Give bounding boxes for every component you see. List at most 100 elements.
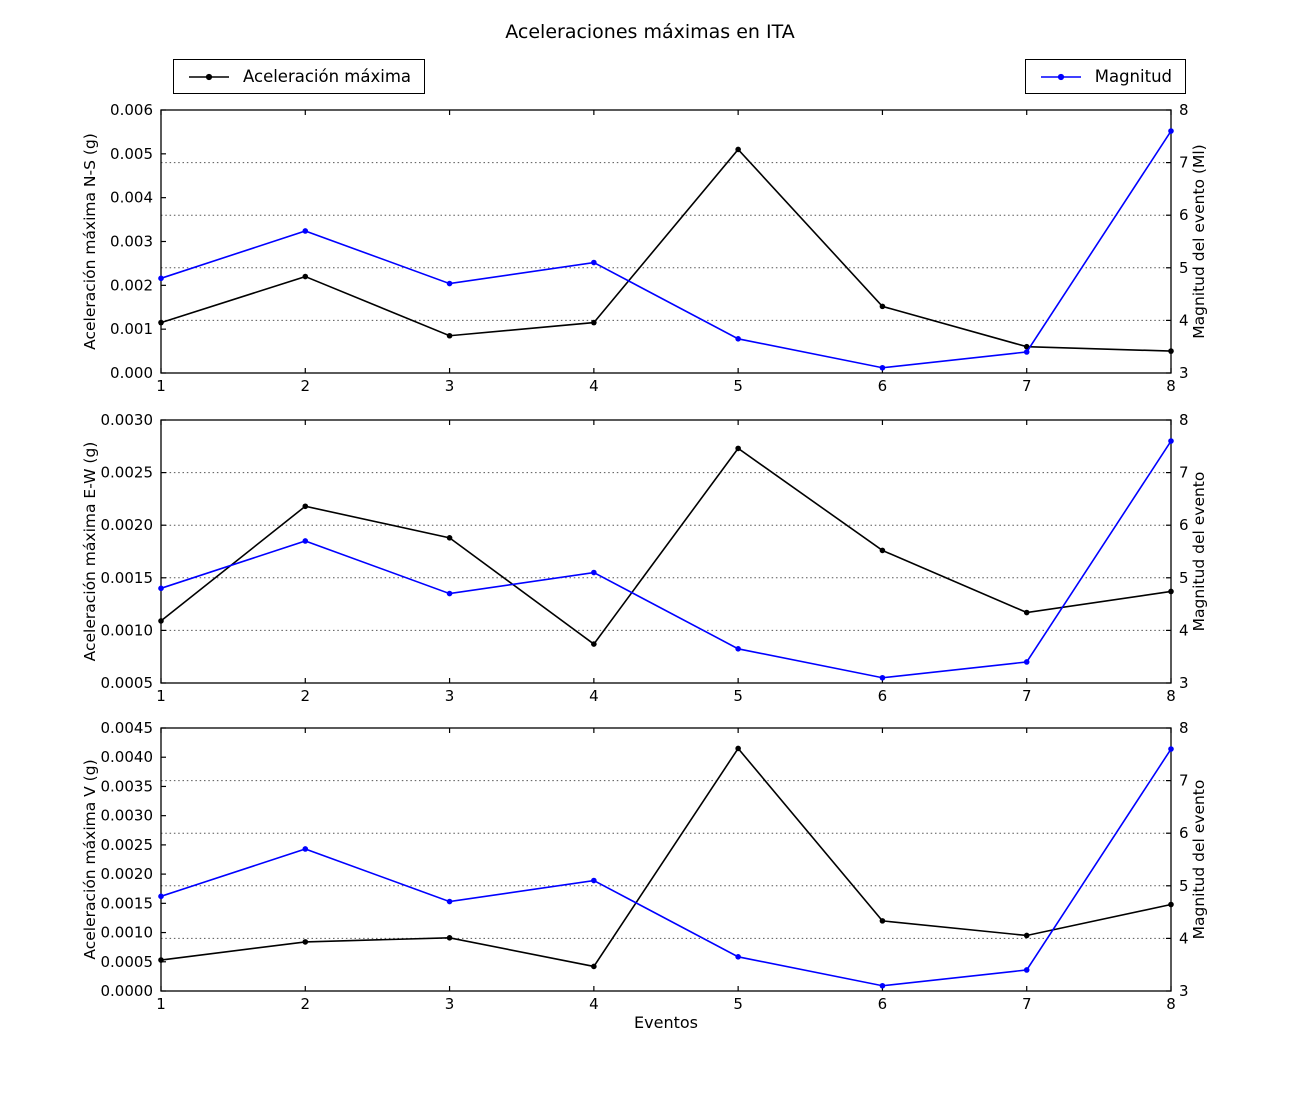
legend-magnitud: Magnitud: [1024, 59, 1186, 94]
y-axis-label-left: Aceleración máxima N-S (g): [81, 133, 99, 350]
y-tick-label-right: 7: [1179, 772, 1189, 790]
legend-dot-icon: [205, 73, 213, 80]
acceleration-data-point: [591, 319, 597, 326]
axes-frame: [160, 419, 1172, 684]
y-tick-label-left: 0.0025: [101, 464, 154, 482]
x-tick-label: 8: [1166, 377, 1176, 395]
acceleration-data-point: [1168, 588, 1174, 595]
x-tick-label: 6: [878, 377, 888, 395]
y-tick-label-left: 0.0010: [101, 924, 154, 942]
x-tick-label: 5: [733, 687, 743, 705]
y-tick-label-right: 6: [1179, 206, 1189, 224]
magnitude-data-point: [1168, 128, 1174, 134]
y-axis-label-left: Aceleración máxima E-W (g): [81, 442, 99, 662]
y-tick-label-left: 0.003: [110, 233, 153, 251]
x-tick-label: 2: [301, 995, 311, 1013]
y-tick-label-left: 0.0000: [101, 982, 154, 1000]
x-tick-label: 7: [1022, 687, 1032, 705]
y-tick-label-right: 6: [1179, 824, 1189, 842]
x-tick-label: 4: [589, 687, 599, 705]
acceleration-data-point: [446, 935, 453, 941]
acceleration-data-point: [879, 547, 886, 554]
magnitude-line: [160, 440, 1172, 679]
subplot-V: 1 2 3 4 5 6 7 8 0.0000 0.0005 0.0010 0.0015 0.0020 0.…: [81, 719, 1208, 1013]
y-tick-label-left: 0.0010: [101, 621, 154, 639]
acceleration-data-point: [879, 303, 886, 310]
x-tick-label: 7: [1022, 377, 1032, 395]
acceleration-data-point: [158, 319, 164, 326]
magnitude-data-point: [158, 893, 164, 900]
magnitude-data-point: [1168, 438, 1174, 444]
y-tick-label-left: 0.0020: [101, 865, 154, 883]
x-tick-label: 3: [445, 377, 455, 395]
magnitude-data-point: [446, 590, 453, 597]
acceleration-data-point: [302, 503, 309, 510]
x-tick-label: 3: [445, 687, 455, 705]
magnitude-data-point: [1023, 659, 1030, 665]
acceleration-data-point: [446, 535, 453, 541]
axes-frame: [160, 109, 1172, 374]
legend-label-magnitud: Magnitud: [1094, 67, 1172, 86]
magnitude-data-point: [302, 846, 309, 852]
magnitude-data-point: [591, 569, 597, 576]
y-tick-label-right: 3: [1179, 364, 1189, 382]
magnitude-data-point: [302, 538, 309, 544]
y-tick-label-left: 0.004: [110, 189, 153, 207]
magnitude-data-point: [302, 228, 309, 234]
acceleration-data-point: [158, 957, 164, 963]
y-axis-label-right: Magnitud del evento: [1190, 780, 1208, 940]
y-tick-label-right: 3: [1179, 674, 1189, 692]
y-tick-label-left: 0.005: [110, 145, 153, 163]
magnitude-line: [160, 748, 1172, 987]
acceleration-line: [160, 148, 1172, 352]
y-tick-label-left: 0.0025: [101, 836, 154, 854]
y-tick-label-left: 0.006: [110, 101, 153, 119]
acceleration-data-point: [735, 745, 741, 752]
x-tick-label: 1: [156, 377, 166, 395]
acceleration-data-point: [591, 641, 597, 647]
magnitude-data-point: [1168, 746, 1174, 752]
acceleration-data-point: [879, 918, 886, 924]
y-tick-label-right: 5: [1179, 877, 1189, 895]
x-tick-label: 4: [589, 995, 599, 1013]
legend-label-aceleracion: Aceleración máxima: [243, 67, 412, 86]
y-tick-label-right: 4: [1179, 929, 1189, 947]
legend-aceleracion-maxima: Aceleración máxima: [173, 59, 426, 94]
y-axis-label-right: Magnitud del evento (Ml): [1190, 144, 1208, 338]
y-tick-label-left: 0.0040: [101, 748, 154, 766]
y-tick-label-left: 0.0005: [101, 953, 154, 971]
x-tick-label: 2: [301, 687, 311, 705]
magnitude-data-point: [879, 364, 886, 371]
y-axis-label-right: Magnitud del evento: [1190, 472, 1208, 632]
subplot-N-S: 1 2 3 4 5 6 7 8 0.000 0.001 0.002 0.003 0.004 0.005 0.…: [81, 101, 1208, 395]
y-tick-label-right: 8: [1179, 101, 1189, 119]
acceleration-line: [160, 747, 1172, 968]
acceleration-data-point: [735, 445, 741, 452]
y-tick-label-left: 0.0030: [101, 411, 154, 429]
y-tick-label-left: 0.0015: [101, 894, 154, 912]
x-tick-label: 6: [878, 687, 888, 705]
acceleration-line: [160, 447, 1172, 646]
magnitude-line: [160, 130, 1172, 369]
magnitude-data-point: [1023, 967, 1030, 973]
acceleration-data-point: [302, 939, 309, 945]
magnitude-data-point: [1023, 349, 1030, 355]
magnitude-data-point: [158, 585, 164, 592]
x-tick-label: 1: [156, 687, 166, 705]
y-tick-label-left: 0.000: [110, 364, 153, 382]
y-tick-label-right: 6: [1179, 516, 1189, 534]
acceleration-data-point: [446, 332, 453, 339]
y-tick-label-right: 8: [1179, 719, 1189, 737]
x-tick-label: 5: [733, 995, 743, 1013]
acceleration-data-point: [1168, 348, 1174, 354]
acceleration-data-point: [735, 146, 741, 153]
y-tick-label-right: 3: [1179, 982, 1189, 1000]
magnitude-data-point: [735, 646, 741, 652]
y-tick-label-right: 8: [1179, 411, 1189, 429]
x-tick-label: 8: [1166, 687, 1176, 705]
magnitude-data-point: [446, 280, 453, 287]
legend-line-dot-marker: [1040, 73, 1081, 80]
acceleration-data-point: [1023, 343, 1030, 350]
